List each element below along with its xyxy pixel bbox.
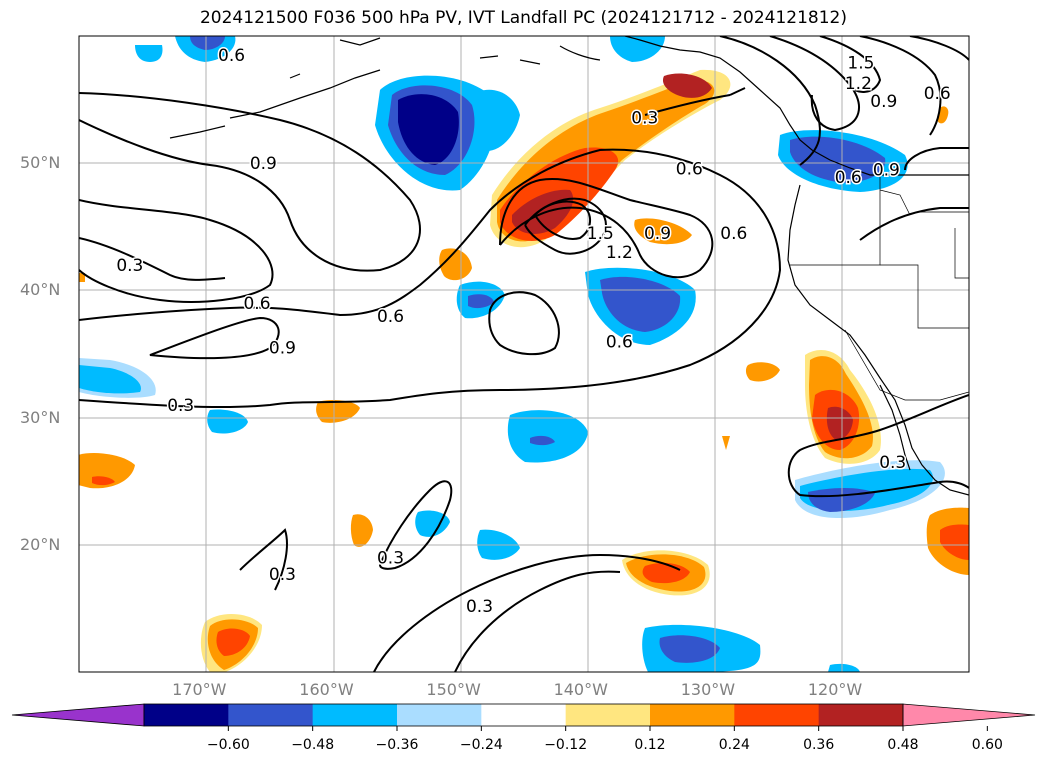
contour-label: 0.3 (631, 108, 658, 128)
negative-anomaly-shading (79, 36, 945, 672)
colorbar-tick-label: 0.24 (718, 737, 750, 753)
latitude-label: 40°N (20, 280, 61, 300)
colorbar-tick-label: −0.24 (459, 737, 503, 753)
coastlines (169, 36, 969, 496)
contour-label: 0.3 (879, 453, 906, 473)
colorbar-tick-label: −0.48 (291, 737, 335, 753)
positive-anomaly-shading (79, 69, 969, 672)
colorbar-segment (397, 704, 482, 726)
colorbar-segment (481, 704, 567, 726)
contour-label: 1.2 (845, 74, 872, 94)
figure-title: 2024121500 F036 500 hPa PV, IVT Landfall… (199, 8, 847, 28)
colorbar-tick-label: −0.60 (206, 737, 250, 753)
contour-labels: 0.60.90.30.60.90.30.60.61.51.20.9 0.60.60… (115, 45, 952, 619)
colorbar-segment (565, 704, 651, 726)
pv-contours (79, 36, 969, 672)
latitude-label: 30°N (20, 407, 61, 427)
contour-label: 1.5 (847, 54, 874, 74)
colorbar-segment (144, 704, 229, 726)
contour-label: 0.6 (835, 168, 862, 188)
contour-label: 0.9 (873, 161, 900, 181)
contour-label: 0.6 (924, 84, 951, 104)
state-borders (790, 175, 969, 401)
colorbar-extend-low (11, 703, 145, 727)
colorbar-tick-label: −0.36 (375, 737, 419, 753)
contour-label: 0.3 (377, 549, 404, 569)
colorbar-tick-label: 0.60 (971, 737, 1003, 753)
colorbar-tick-label: 0.36 (803, 737, 835, 753)
longitude-label: 140°W (553, 680, 608, 699)
colorbar-segment (312, 704, 398, 726)
contour-label: 0.6 (377, 307, 404, 327)
longitude-label: 160°W (299, 680, 354, 699)
longitude-label: 170°W (172, 680, 227, 699)
colorbar-segment (228, 704, 314, 726)
colorbar (11, 703, 1036, 731)
contour-label: 1.5 (587, 224, 614, 244)
colorbar-segment (650, 704, 735, 726)
contour-label: 0.3 (167, 396, 194, 416)
contour-label: 0.6 (243, 294, 270, 314)
latitude-label: 20°N (20, 534, 61, 554)
colorbar-tick-label: −0.12 (544, 737, 588, 753)
map-frame (78, 35, 970, 673)
longitude-label: 150°W (426, 680, 481, 699)
contour-label: 0.6 (676, 159, 703, 179)
contour-label: 0.6 (606, 332, 633, 352)
contour-label: 0.3 (269, 565, 296, 585)
longitude-label: 130°W (680, 680, 736, 699)
colorbar-extend-high (902, 703, 1036, 727)
colorbar-segment (734, 704, 820, 726)
contour-label: 0.9 (870, 92, 897, 112)
colorbar-tick-label: 0.12 (634, 737, 666, 753)
contour-label: 1.2 (606, 243, 633, 263)
contour-label: 0.3 (116, 256, 143, 276)
contour-label: 0.3 (466, 597, 493, 617)
contour-label: 0.9 (269, 339, 296, 359)
contour-label: 0.9 (250, 154, 277, 174)
colorbar-segment (818, 704, 904, 726)
longitude-label: 120°W (807, 680, 863, 699)
colorbar-tick-label: 0.48 (887, 737, 919, 753)
latitude-label: 50°N (20, 153, 61, 173)
map-area: 0.60.90.30.60.90.30.60.61.51.20.9 0.60.60… (79, 36, 969, 672)
contour-label: 0.6 (218, 46, 245, 66)
contour-label: 0.9 (644, 224, 671, 244)
contour-label: 0.6 (720, 224, 747, 244)
